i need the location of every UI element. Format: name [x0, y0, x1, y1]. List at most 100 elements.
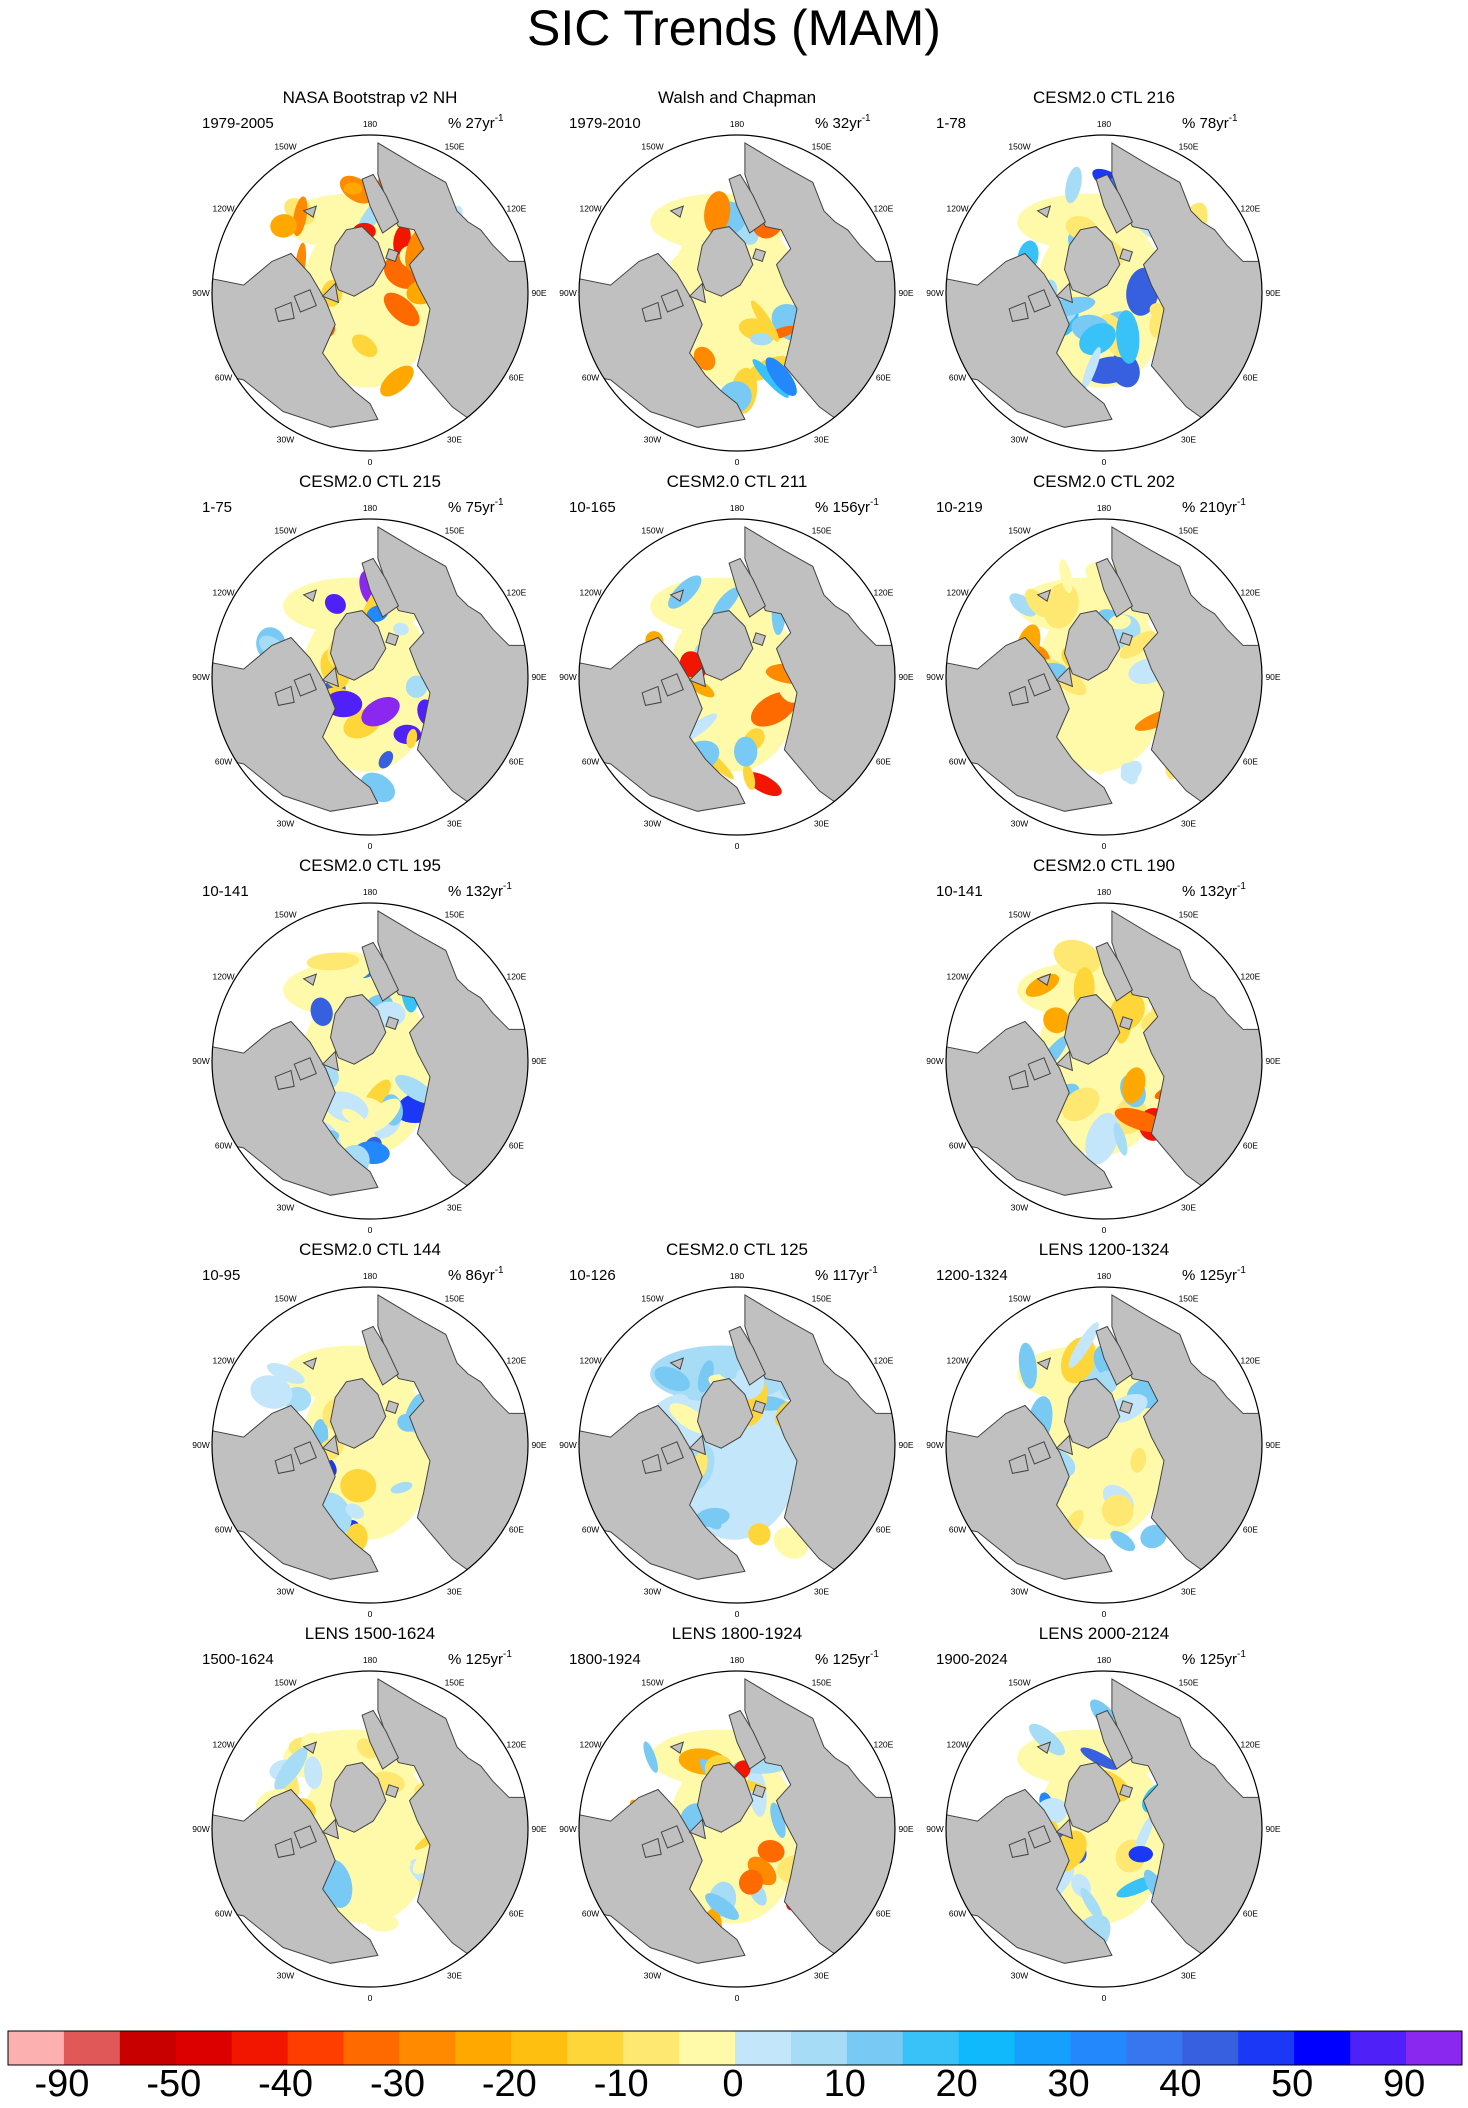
lon-tick-label: 90E — [1265, 288, 1280, 298]
panel-title: CESM2.0 CTL 215 — [299, 472, 441, 491]
polar-map-1: 180 150E 120E 90E 60E 30E 0 30W 60W 90W 120W 150W — [559, 119, 914, 467]
lon-tick-label: 120W — [579, 588, 601, 598]
lon-tick-label: 180 — [1097, 1655, 1111, 1665]
colorbar-tick-label: -40 — [258, 2063, 313, 2105]
polar-map-2: 180 150E 120E 90E 60E 30E 0 30W 60W 90W 120W 150W — [926, 119, 1281, 467]
lon-tick-label: 60W — [215, 373, 232, 383]
lon-tick-label: 150W — [274, 1294, 296, 1304]
panel-title: CESM2.0 CTL 125 — [666, 1240, 808, 1259]
panel-units: % 210yr-1 — [1182, 497, 1246, 516]
lon-tick-label: 180 — [1097, 503, 1111, 513]
lon-tick-label: 30W — [644, 818, 661, 828]
panel-years: 10-126 — [569, 1267, 616, 1284]
lon-tick-label: 0 — [735, 1993, 740, 2003]
panel-title: CESM2.0 CTL 216 — [1033, 88, 1175, 107]
panel-years: 1200-1324 — [936, 1267, 1008, 1284]
lon-tick-label: 0 — [368, 1993, 373, 2003]
colorbar-tick-label: -90 — [34, 2063, 89, 2105]
colorbar-tick-label: -30 — [370, 2063, 425, 2105]
lon-tick-label: 30E — [1181, 434, 1196, 444]
panel-title: NASA Bootstrap v2 NH — [283, 88, 458, 107]
lon-tick-label: 30W — [644, 1970, 661, 1980]
lon-tick-label: 30E — [814, 434, 829, 444]
lon-tick-label: 90E — [531, 1440, 546, 1450]
panel-units: % 125yr-1 — [448, 1649, 512, 1668]
lon-tick-label: 90W — [926, 1056, 943, 1066]
panel-years: 10-95 — [202, 1267, 240, 1284]
lon-tick-label: 150W — [1008, 910, 1030, 920]
lon-tick-label: 90E — [531, 1056, 546, 1066]
lon-tick-label: 150E — [445, 1294, 465, 1304]
polar-map-10: 180 150E 120E 90E 60E 30E 0 30W 60W 90W 120W 150W — [559, 1271, 914, 1619]
lon-tick-label: 150E — [812, 1294, 832, 1304]
panel-units: % 75yr-1 — [448, 497, 504, 516]
lon-tick-label: 30W — [277, 1970, 294, 1980]
colorbar-swatch — [1406, 2031, 1463, 2065]
lon-tick-label: 60E — [876, 1909, 891, 1919]
lon-tick-label: 150E — [812, 142, 832, 152]
panel-title: CESM2.0 CTL 144 — [299, 1240, 441, 1259]
lon-tick-label: 120W — [212, 1740, 234, 1750]
polar-map-14: 180 150E 120E 90E 60E 30E 0 30W 60W 90W 120W 150W — [926, 1655, 1281, 2003]
colorbar-swatch — [1294, 2031, 1351, 2065]
lon-tick-label: 60E — [509, 373, 524, 383]
lon-tick-label: 60E — [509, 1141, 524, 1151]
lon-tick-label: 120W — [579, 1356, 601, 1366]
colorbar-swatch — [1350, 2031, 1407, 2065]
lon-tick-label: 0 — [735, 1609, 740, 1619]
lon-tick-label: 120W — [212, 204, 234, 214]
lon-tick-label: 30W — [277, 1586, 294, 1596]
lon-tick-label: 150W — [1008, 1294, 1030, 1304]
lon-tick-label: 120E — [1240, 1740, 1260, 1750]
lon-tick-label: 60W — [582, 373, 599, 383]
lon-tick-label: 60W — [582, 1909, 599, 1919]
colorbar-tick-label: 20 — [936, 2063, 978, 2105]
lon-tick-label: 150W — [641, 142, 663, 152]
lon-tick-label: 0 — [735, 841, 740, 851]
lon-tick-label: 180 — [363, 1655, 377, 1665]
lon-tick-label: 90E — [531, 1824, 546, 1834]
panel-years: 1-75 — [202, 499, 232, 516]
lon-tick-label: 60W — [215, 1525, 232, 1535]
panel-title: LENS 1500-1624 — [305, 1624, 435, 1643]
lon-tick-label: 120W — [212, 1356, 234, 1366]
lon-tick-label: 30W — [277, 1202, 294, 1212]
colorbar-swatch — [287, 2031, 345, 2065]
lon-tick-label: 90E — [1265, 1824, 1280, 1834]
panel-title: CESM2.0 CTL 195 — [299, 856, 441, 875]
lon-tick-label: 150E — [812, 1678, 832, 1688]
lon-tick-label: 60W — [215, 1141, 232, 1151]
lon-tick-label: 90W — [926, 1824, 943, 1834]
polar-map-5: 180 150E 120E 90E 60E 30E 0 30W 60W 90W 120W 150W — [926, 503, 1281, 851]
lon-tick-label: 150W — [641, 1678, 663, 1688]
colorbar-swatch — [623, 2031, 680, 2065]
lon-tick-label: 150W — [274, 526, 296, 536]
panel-title: CESM2.0 CTL 190 — [1033, 856, 1175, 875]
panel-years: 1-78 — [936, 115, 966, 132]
panel-years: 1979-2005 — [202, 115, 274, 132]
colorbar-swatch — [1126, 2031, 1183, 2065]
colorbar-tick-label: -10 — [594, 2063, 649, 2105]
colorbar-swatch — [1238, 2031, 1295, 2065]
lon-tick-label: 0 — [1102, 457, 1107, 467]
panel-title: CESM2.0 CTL 211 — [667, 472, 808, 491]
lon-tick-label: 150E — [1179, 1678, 1199, 1688]
colorbar-swatch — [902, 2031, 960, 2065]
lon-tick-label: 30E — [814, 1970, 829, 1980]
colorbar-swatch — [735, 2031, 792, 2065]
lon-tick-label: 90E — [531, 288, 546, 298]
lon-tick-label: 180 — [363, 887, 377, 897]
lon-tick-label: 30E — [447, 434, 462, 444]
lon-tick-label: 90W — [926, 1440, 943, 1450]
polar-map-12: 180 150E 120E 90E 60E 30E 0 30W 60W 90W 120W 150W — [192, 1655, 547, 2003]
lon-tick-label: 180 — [1097, 119, 1111, 129]
lon-tick-label: 60E — [876, 373, 891, 383]
colorbar-swatch — [63, 2031, 121, 2065]
lon-tick-label: 150E — [445, 1678, 465, 1688]
colorbar-swatch — [679, 2031, 736, 2065]
lon-tick-label: 90W — [192, 1440, 209, 1450]
lon-tick-label: 60E — [509, 1525, 524, 1535]
colorbar-swatch — [790, 2031, 848, 2065]
lon-tick-label: 90E — [1265, 1056, 1280, 1066]
